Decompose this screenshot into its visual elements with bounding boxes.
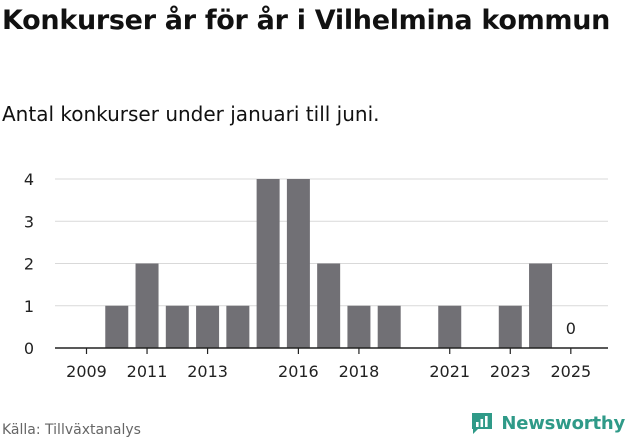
- x-axis: 2009 2011 2013 2016 2018 2021 2023 2025: [55, 347, 608, 381]
- chart-subtitle: Antal konkurser under januari till juni.: [2, 102, 380, 126]
- bar: [196, 305, 220, 348]
- bar: [165, 305, 189, 348]
- data-label: 0: [566, 319, 576, 338]
- chart-title: Konkurser år för år i Vilhelmina kommun: [2, 5, 611, 36]
- bar: [286, 179, 310, 348]
- bar: [438, 305, 462, 348]
- y-tick-label: 3: [24, 212, 34, 231]
- newsworthy-logo-icon: [472, 413, 493, 434]
- annotations: 0: [566, 319, 576, 338]
- x-tick-label: 2016: [278, 362, 319, 381]
- bar: [105, 305, 129, 348]
- x-tick-label: 2011: [127, 362, 168, 381]
- brand-logo: Newsworthy: [469, 408, 625, 438]
- x-tick-label: 2009: [66, 362, 107, 381]
- y-tick-label: 1: [24, 297, 34, 316]
- bar: [256, 179, 280, 348]
- brand-name: Newsworthy: [501, 412, 625, 434]
- bar: [529, 263, 553, 348]
- y-tick-label: 2: [24, 255, 34, 274]
- bar: [377, 305, 401, 348]
- y-tick-label: 0: [24, 339, 34, 358]
- x-tick-label: 2021: [429, 362, 470, 381]
- bar: [498, 305, 522, 348]
- y-tick-label: 4: [24, 170, 34, 189]
- bar: [135, 263, 159, 348]
- y-axis: 0 1 2 3 4: [24, 170, 34, 358]
- x-tick-label: 2025: [550, 362, 591, 381]
- source-note: Källa: Tillväxtanalys: [2, 422, 141, 438]
- x-tick-label: 2023: [490, 362, 531, 381]
- x-tick-label: 2018: [339, 362, 380, 381]
- bar: [317, 263, 341, 348]
- x-tick-label: 2013: [187, 362, 228, 381]
- bars: [105, 179, 553, 348]
- bar: [226, 305, 250, 348]
- bar: [347, 305, 371, 348]
